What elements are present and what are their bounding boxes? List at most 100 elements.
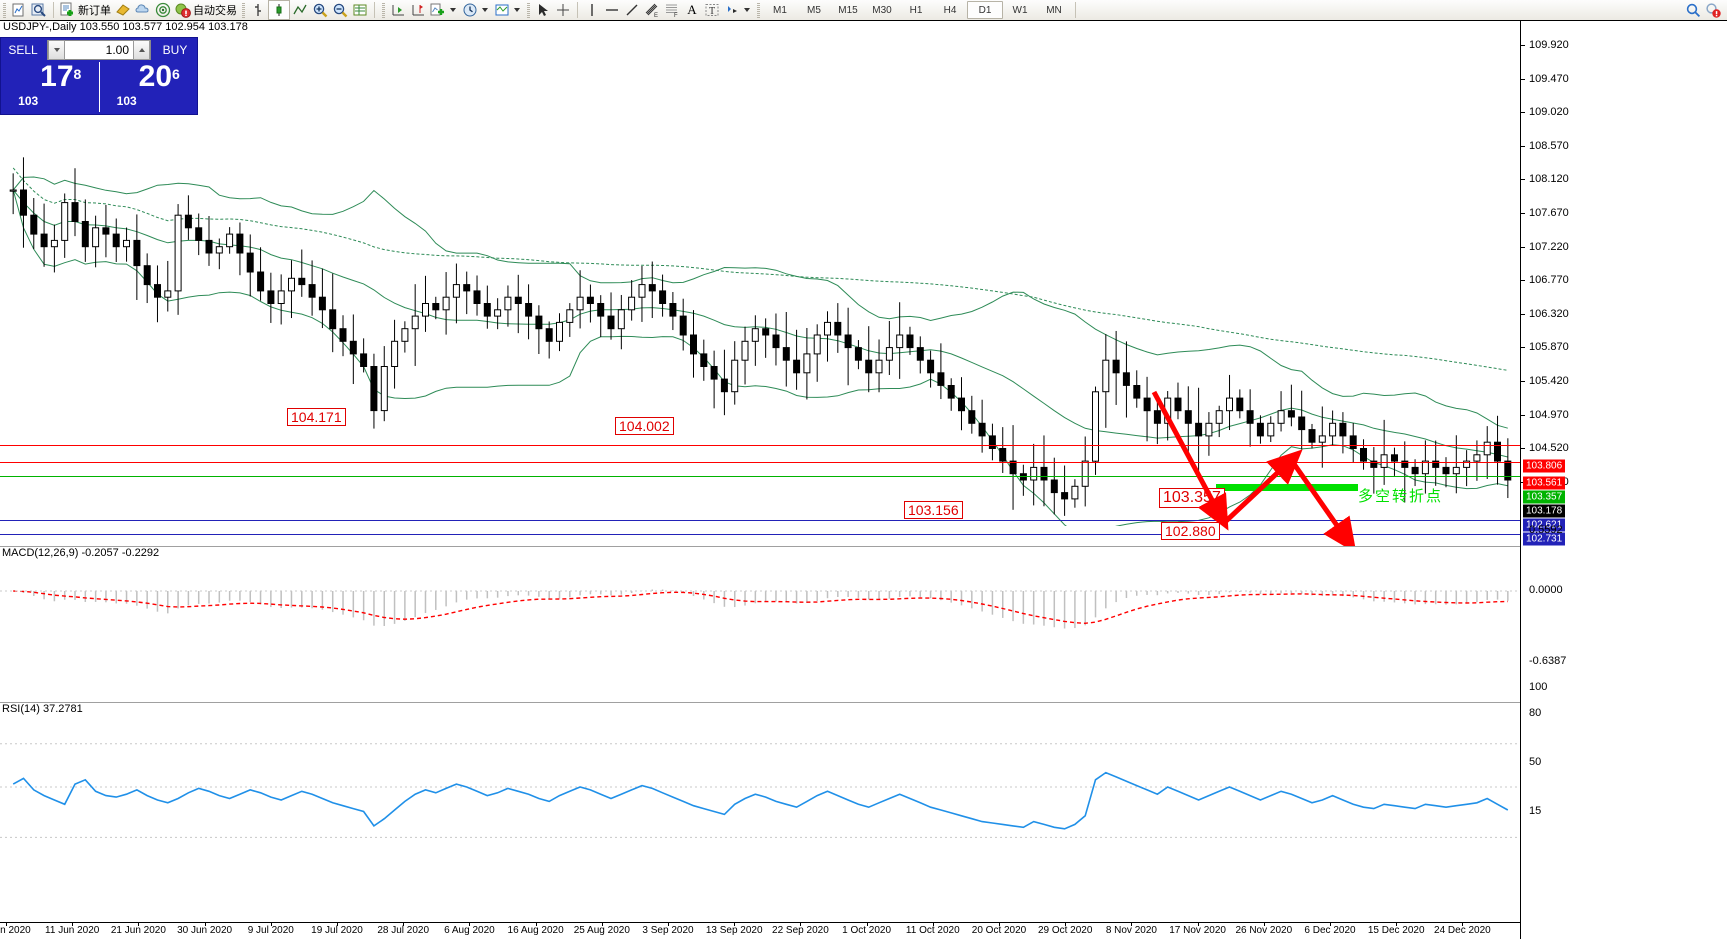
buy-price-button[interactable]: 103 20 6: [100, 62, 198, 112]
new-chart-button[interactable]: [9, 1, 29, 19]
annotation-cn-note[interactable]: 多空转折点: [1358, 488, 1444, 505]
trend-arrows-overlay[interactable]: [0, 21, 1520, 546]
sell-price-button[interactable]: 103 17 8: [1, 62, 99, 112]
toolbar-grip-5[interactable]: [757, 2, 760, 18]
templates-button[interactable]: [492, 1, 524, 19]
inspect-button[interactable]: [29, 1, 49, 19]
annotation-104171[interactable]: 104.171: [287, 408, 346, 426]
candlestick-chart-button[interactable]: [268, 0, 290, 20]
time-axis-label: 17 Nov 2020: [1169, 925, 1226, 936]
time-axis[interactable]: 1 Jun 2020 11 Jun 2020 21 Jun 2020 30 Jun 2…: [0, 922, 1520, 939]
timeframe-m1[interactable]: M1: [773, 4, 787, 16]
macd-pane[interactable]: [0, 551, 1520, 699]
price-axis-label: 109.020: [1529, 106, 1569, 119]
buy-label[interactable]: BUY: [162, 43, 188, 57]
zoom-search-icon: [1685, 2, 1701, 18]
alerts-button[interactable]: [1703, 1, 1723, 19]
level-line-103806[interactable]: [0, 445, 1520, 446]
templates-chevron-down-icon[interactable]: [514, 8, 520, 12]
time-axis-label: 13 Sep 2020: [705, 925, 763, 936]
equidistant-channel-button[interactable]: E: [642, 1, 662, 19]
signals-button[interactable]: [153, 1, 173, 19]
time-axis-label: 29 Oct 2020: [1037, 925, 1093, 936]
price-axis-label: 104.520: [1529, 442, 1569, 455]
timeframe-h4[interactable]: H4: [943, 4, 957, 16]
chart-window[interactable]: USDJPY-,Daily 103.550 103.577 102.954 10…: [0, 20, 1727, 939]
rsi-pane[interactable]: [0, 709, 1520, 917]
price-axis[interactable]: 109.920 109.470 109.020 108.570 108.120 107.6…: [1520, 21, 1727, 939]
periods-chevron-down-icon[interactable]: [482, 8, 488, 12]
volume-value[interactable]: 1.00: [105, 43, 129, 57]
toolbar-grip-2[interactable]: [242, 2, 245, 18]
price-tag-103357[interactable]: 103.357: [1523, 490, 1566, 504]
uptrend-arrow: [1223, 449, 1303, 524]
volume-stepper[interactable]: 1.00: [47, 40, 151, 60]
timeframe-m15[interactable]: M15: [838, 4, 858, 16]
volume-decrease-button[interactable]: [48, 40, 65, 60]
line-chart-button[interactable]: [290, 1, 310, 19]
level-line-103561[interactable]: [0, 462, 1520, 463]
autoscroll-button[interactable]: [388, 1, 408, 19]
terminal-button[interactable]: [133, 1, 153, 19]
periods-icon: [462, 2, 478, 18]
time-axis-label: 16 Aug 2020: [507, 925, 564, 936]
timeframe-m30[interactable]: M30: [872, 4, 892, 16]
metaeditor-button[interactable]: [113, 1, 133, 19]
horizontal-line-button[interactable]: [602, 1, 622, 19]
timeframe-w1[interactable]: W1: [1012, 4, 1028, 16]
text-button[interactable]: A: [682, 1, 702, 19]
price-axis-tick: [1521, 280, 1525, 282]
bar-chart-button[interactable]: [248, 1, 268, 19]
timeframe-m5[interactable]: M5: [807, 4, 821, 16]
timeframe-h1[interactable]: H1: [909, 4, 923, 16]
shapes-chevron-down-icon[interactable]: [744, 8, 750, 12]
toolbar-grip-3[interactable]: [382, 2, 385, 18]
price-tag-103806[interactable]: 103.806: [1523, 459, 1566, 473]
cursor-button[interactable]: [533, 1, 553, 19]
indicators-chevron-down-icon[interactable]: [450, 8, 456, 12]
timeframe-mn[interactable]: MN: [1046, 4, 1062, 16]
annotation-103357[interactable]: 103.357: [1159, 488, 1225, 508]
vertical-line-button[interactable]: [582, 1, 602, 19]
annotation-104002[interactable]: 104.002: [615, 417, 674, 435]
price-pane[interactable]: [0, 21, 1520, 526]
toolbar-grip-4[interactable]: [527, 2, 530, 18]
level-line-102731[interactable]: [0, 534, 1520, 535]
sell-price-big-figure: 103: [18, 94, 39, 108]
periods-button[interactable]: [460, 1, 492, 19]
trendline-button[interactable]: [622, 1, 642, 19]
shapes-button[interactable]: [722, 1, 754, 19]
main-toolbar[interactable]: 新订单 自动交易: [0, 0, 1727, 21]
price-axis-label: 104.970: [1529, 408, 1569, 421]
new-order-button[interactable]: 新订单: [58, 1, 113, 19]
annotation-102880[interactable]: 102.880: [1161, 522, 1220, 540]
timeframe-d1[interactable]: D1: [967, 1, 1003, 19]
trendline-icon: [624, 2, 640, 18]
zoom-search-button[interactable]: [1683, 1, 1703, 19]
text-label-button[interactable]: T: [702, 1, 722, 19]
zoom-in-button[interactable]: [310, 1, 330, 19]
indicators-button[interactable]: [428, 1, 460, 19]
toolbar-grip[interactable]: [3, 2, 6, 18]
volume-increase-button[interactable]: [133, 40, 150, 60]
price-tag-103561[interactable]: 103.561: [1523, 476, 1566, 490]
price-tag-102621[interactable]: 102.621: [1523, 518, 1566, 532]
level-line-103357[interactable]: [0, 476, 1520, 477]
autotrading-button[interactable]: 自动交易: [173, 1, 239, 19]
sell-label[interactable]: SELL: [8, 43, 38, 57]
time-axis-label: 25 Aug 2020: [573, 925, 630, 936]
crosshair-button[interactable]: [553, 1, 573, 19]
crosshair-icon: [555, 2, 571, 18]
zoom-out-button[interactable]: [330, 1, 350, 19]
macd-histogram: [22, 589, 1509, 629]
time-axis-tick: [204, 923, 206, 926]
price-tag-102731[interactable]: 102.731: [1523, 532, 1566, 546]
level-line-102621[interactable]: [0, 520, 1520, 521]
annotation-103156[interactable]: 103.156: [904, 501, 963, 519]
support-zone-bar[interactable]: [1216, 484, 1358, 491]
fibonacci-button[interactable]: F: [662, 1, 682, 19]
chart-shift-button[interactable]: [408, 1, 428, 19]
data-window-button[interactable]: [350, 1, 370, 19]
price-tag-103178[interactable]: 103.178: [1523, 504, 1566, 518]
one-click-trading-panel[interactable]: SELL 1.00 BUY 103 17 8 103 20 6: [0, 37, 198, 115]
